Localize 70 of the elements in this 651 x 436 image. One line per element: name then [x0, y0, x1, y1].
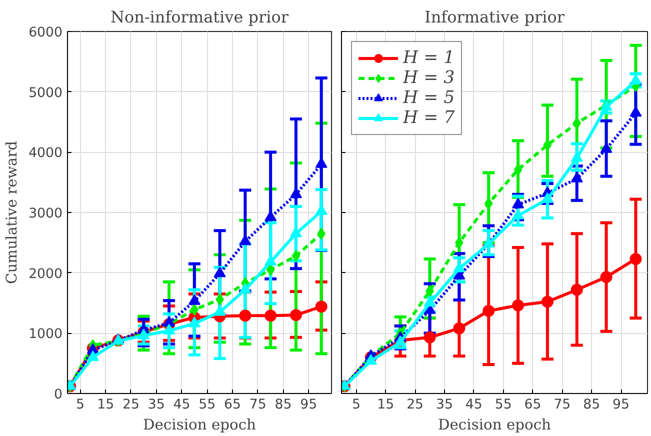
x-tick-label: 65 — [224, 398, 241, 412]
x-tick-label: 75 — [554, 398, 571, 412]
point — [512, 208, 524, 220]
point — [600, 271, 612, 284]
point — [424, 296, 436, 307]
point — [264, 255, 277, 266]
x-axis-title: Decision epoch — [143, 416, 257, 434]
x-tick-label: 35 — [436, 398, 453, 412]
x-tick-label: 95 — [300, 398, 318, 412]
point — [264, 310, 277, 322]
legend-label: H = 1 — [403, 48, 455, 68]
point — [163, 324, 176, 334]
point — [570, 284, 583, 296]
x-tick-label: 85 — [583, 398, 600, 412]
y-tick-label: 5000 — [28, 86, 63, 101]
x-tick-label: 85 — [274, 398, 292, 412]
point — [482, 304, 495, 317]
x-tick-label: 35 — [148, 398, 165, 412]
x-tick-label: 25 — [122, 398, 140, 412]
x-tick-label: 45 — [465, 398, 482, 412]
x-tick-label: 25 — [406, 398, 424, 412]
point — [484, 197, 493, 210]
point — [239, 282, 252, 294]
x-tick-label: 65 — [524, 398, 542, 412]
x-tick-label: 75 — [249, 398, 266, 412]
y-tick-label: 3000 — [28, 206, 63, 222]
point — [239, 234, 252, 246]
point — [163, 316, 176, 327]
point — [514, 164, 522, 176]
point — [424, 331, 436, 344]
point — [290, 188, 302, 198]
x-tick-label: 5 — [352, 398, 360, 412]
point — [512, 299, 524, 312]
point — [541, 192, 554, 203]
chart-title: Informative prior — [424, 8, 565, 26]
y-tick-label: 2000 — [28, 266, 63, 282]
point — [290, 309, 302, 322]
x-tick-label: 15 — [377, 398, 394, 412]
x-tick-label: 55 — [494, 398, 512, 412]
y-axis-title: Cumulative reward — [4, 141, 21, 284]
point — [541, 296, 554, 308]
point — [317, 228, 326, 240]
point — [86, 350, 99, 361]
point — [214, 266, 226, 278]
y-tick-label: 6000 — [28, 26, 63, 40]
legend-label: H = 7 — [403, 108, 455, 128]
x-tick-label: 5 — [76, 398, 84, 412]
point — [630, 106, 642, 117]
y-tick-label: 0 — [54, 388, 63, 402]
point — [188, 294, 200, 305]
x-tick-label: 55 — [198, 398, 216, 412]
y-tick-label: 4000 — [28, 146, 63, 162]
legend-label: H = 5 — [403, 88, 455, 108]
x-tick-label: 45 — [173, 398, 190, 412]
point — [364, 354, 377, 365]
y-tick-label: 1000 — [28, 327, 63, 342]
point — [292, 250, 300, 262]
x-tick-label: 15 — [97, 398, 114, 412]
point — [190, 304, 199, 316]
point — [630, 252, 642, 265]
x-tick-label: 95 — [612, 398, 630, 412]
point — [572, 117, 582, 130]
point — [453, 322, 466, 334]
x-axis-title: Decision epoch — [438, 416, 552, 434]
point — [188, 316, 200, 328]
point — [315, 300, 328, 313]
point — [512, 198, 524, 208]
legend-label: H = 3 — [403, 68, 455, 88]
point — [239, 310, 252, 322]
chart-title: Non-informative prior — [110, 8, 289, 26]
